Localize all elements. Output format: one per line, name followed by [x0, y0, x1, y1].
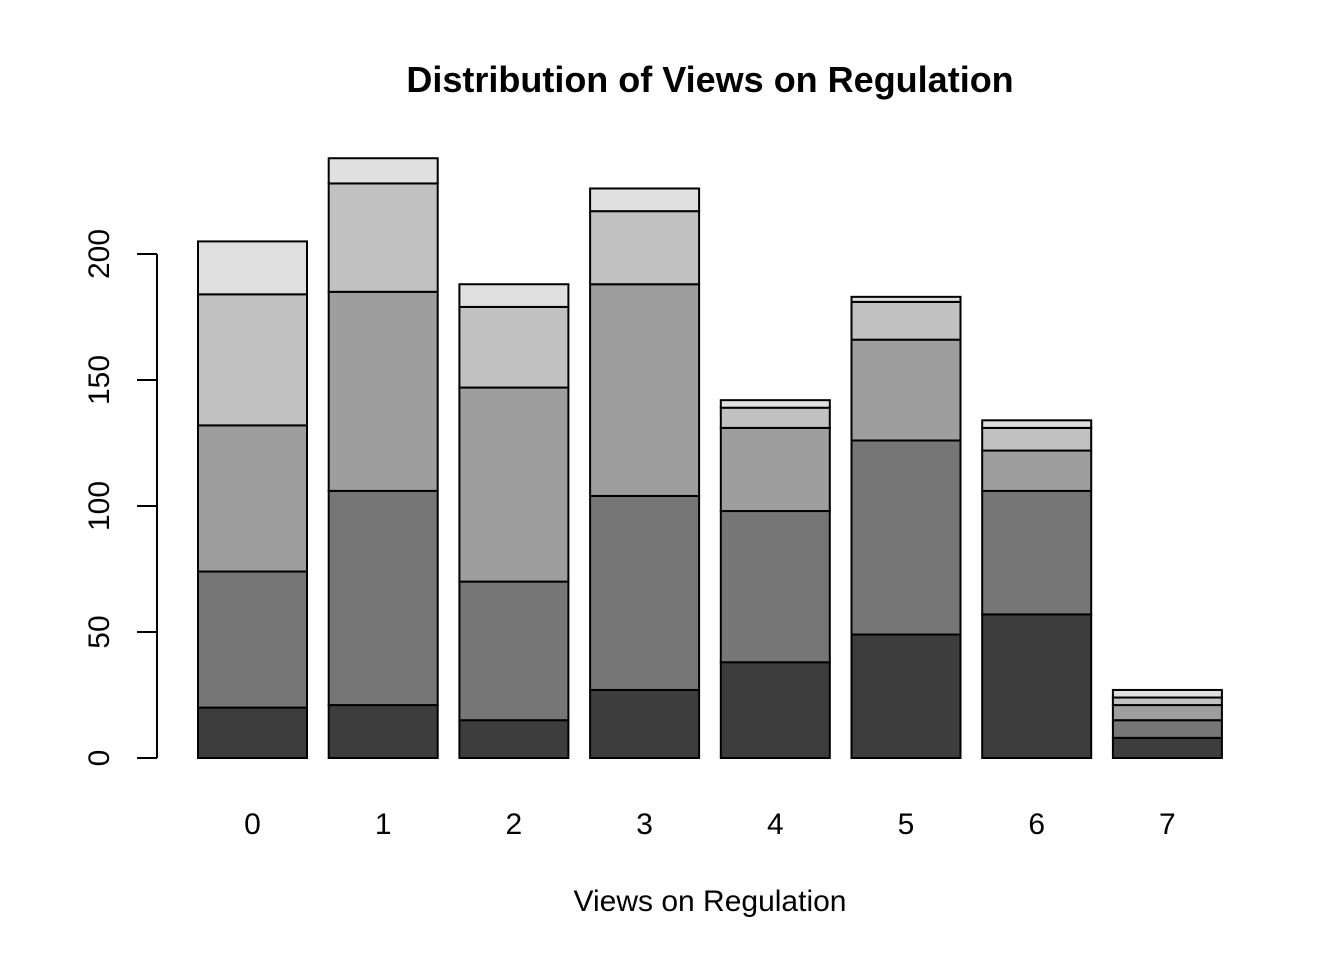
bar-segment — [1111, 696, 1223, 707]
x-tick-label: 6 — [1028, 808, 1045, 841]
bar-segment — [197, 240, 308, 296]
bar-segment — [850, 300, 962, 341]
y-tick-label: 200 — [83, 229, 116, 279]
bar-segment — [458, 580, 570, 722]
bar-segment — [327, 704, 439, 760]
x-tick-label: 1 — [375, 808, 392, 841]
bar-segment — [719, 510, 831, 664]
x-tick-label: 3 — [636, 808, 653, 841]
bar-segment — [719, 426, 831, 513]
x-tick-label: 4 — [767, 808, 784, 841]
bar-segment — [850, 338, 962, 442]
y-tick-label: 100 — [83, 481, 116, 531]
y-axis: 0 50 100 150 200 — [83, 229, 158, 767]
bar-segment — [197, 424, 308, 573]
bar-segment — [1111, 688, 1223, 699]
y-tick-label: 150 — [83, 355, 116, 405]
bar-segment — [981, 449, 1093, 492]
bar-segment — [981, 426, 1093, 452]
bar-segment — [589, 688, 701, 760]
bar-segment — [458, 283, 570, 308]
bar-segment — [850, 295, 962, 303]
bar-segment — [327, 290, 439, 492]
x-tick-label: 2 — [506, 808, 523, 841]
bar-segment — [458, 386, 570, 583]
bar-segment — [589, 187, 701, 213]
x-tick-label: 0 — [244, 808, 261, 841]
bar-segment — [197, 706, 308, 759]
bar-segment — [589, 494, 701, 691]
chart-title: Distribution of Views on Regulation — [406, 59, 1013, 100]
bar-segment — [850, 633, 962, 760]
bar-segment — [327, 157, 439, 185]
bar-segment — [981, 419, 1093, 429]
bar-segment — [197, 570, 308, 709]
bar-segment — [981, 613, 1093, 759]
bar-segment — [719, 406, 831, 429]
bar-segment — [197, 293, 308, 427]
y-tick-label: 50 — [83, 615, 116, 648]
bar-segment — [850, 439, 962, 636]
bar-segment — [719, 399, 831, 409]
y-tick-label: 0 — [83, 750, 116, 767]
bar-segment — [719, 661, 831, 759]
bar-segment — [327, 489, 439, 707]
bars — [197, 157, 1223, 760]
bar-segment — [1111, 719, 1223, 739]
bar-segment — [981, 489, 1093, 616]
bar-segment — [458, 305, 570, 389]
x-tick-label: 5 — [898, 808, 915, 841]
bar-segment — [589, 210, 701, 286]
bar-segment — [327, 182, 439, 293]
bar-segment — [458, 719, 570, 760]
x-axis-label: Views on Regulation — [574, 885, 847, 918]
x-tick-label: 7 — [1159, 808, 1176, 841]
x-axis-tick-labels: 0 1 2 3 4 5 6 7 — [244, 808, 1176, 841]
bar-segment — [1111, 704, 1223, 722]
bar-segment — [589, 283, 701, 497]
bar-segment — [1111, 736, 1223, 760]
